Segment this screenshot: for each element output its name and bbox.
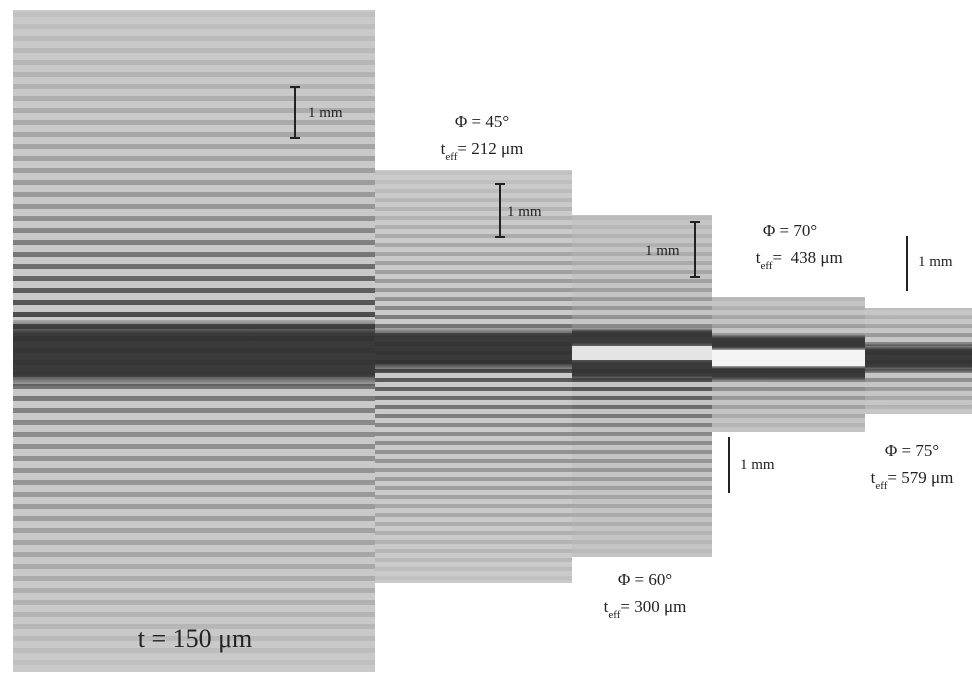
scale-label: 1 mm bbox=[740, 457, 775, 473]
subscript: eff bbox=[761, 260, 773, 272]
thickness-label: teff= 438 μm bbox=[735, 248, 856, 272]
panel-image bbox=[865, 308, 972, 414]
value: = 438 μm bbox=[773, 248, 843, 267]
symbol: t bbox=[871, 468, 876, 487]
panel-image bbox=[375, 170, 572, 583]
value: = 300 μm bbox=[620, 597, 686, 616]
subscript: eff bbox=[445, 151, 457, 163]
angle-label: Φ = 45° bbox=[455, 112, 509, 131]
value: = 579 μm bbox=[887, 468, 953, 487]
value: = 212 μm bbox=[457, 139, 523, 158]
thickness-label: teff= 300 μm bbox=[604, 597, 687, 621]
scale-label: 1 mm bbox=[645, 243, 680, 259]
symbol: t bbox=[756, 248, 761, 267]
subscript: eff bbox=[875, 480, 887, 492]
angle-label: Φ = 60° bbox=[618, 570, 672, 589]
thickness-label: teff= 212 μm bbox=[441, 139, 524, 163]
scale-label: 1 mm bbox=[308, 105, 343, 121]
panel-image bbox=[572, 215, 712, 557]
symbol: t bbox=[441, 139, 446, 158]
scale-label: 1 mm bbox=[918, 254, 953, 270]
subscript: eff bbox=[608, 609, 620, 621]
scale-bars bbox=[290, 86, 908, 493]
angle-label: Φ = 70° bbox=[763, 221, 817, 240]
thickness-label: teff= 579 μm bbox=[871, 468, 954, 492]
symbol: t bbox=[604, 597, 609, 616]
thickness-label: t = 150 μm bbox=[138, 624, 253, 653]
scale-label: 1 mm bbox=[507, 204, 542, 220]
angle-label: Φ = 75° bbox=[885, 441, 939, 460]
panel-image bbox=[13, 10, 375, 672]
panel-image bbox=[712, 297, 865, 432]
